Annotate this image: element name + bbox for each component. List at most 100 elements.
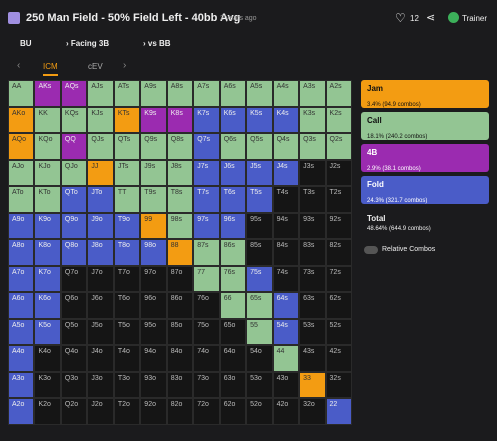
hand-cell[interactable]: 74s xyxy=(272,265,300,293)
hand-cell[interactable]: 42s xyxy=(325,345,352,372)
hand-cell[interactable]: K5s xyxy=(246,106,273,134)
hand-cell[interactable]: A6o xyxy=(8,292,35,319)
hand-cell[interactable]: ATs xyxy=(113,80,141,107)
hand-cell[interactable]: 93o xyxy=(140,371,167,399)
hand-cell[interactable]: K8o xyxy=(34,239,61,266)
hand-cell[interactable]: 86s xyxy=(219,239,247,266)
hand-cell[interactable]: 97o xyxy=(140,265,167,293)
hand-cell[interactable]: 33 xyxy=(299,371,326,399)
hand-cell[interactable]: K2s xyxy=(325,106,352,134)
hand-cell[interactable]: J2o xyxy=(87,398,114,425)
hand-cell[interactable]: 85o xyxy=(166,318,194,346)
share-icon[interactable]: ⋖ xyxy=(426,12,436,24)
hand-cell[interactable]: J6s xyxy=(219,159,247,187)
hand-cell[interactable]: J4o xyxy=(87,345,114,372)
hand-cell[interactable]: 86o xyxy=(166,292,194,319)
hand-cell[interactable]: T2s xyxy=(325,186,352,213)
hand-cell[interactable]: 82o xyxy=(166,398,194,425)
hand-cell[interactable]: 63s xyxy=(299,292,326,319)
hand-cell[interactable]: T3s xyxy=(299,186,326,213)
hand-cell[interactable]: T8s xyxy=(166,186,194,213)
hand-cell[interactable]: 32o xyxy=(299,398,326,425)
hand-cell[interactable]: T4s xyxy=(272,186,300,213)
hand-cell[interactable]: T7s xyxy=(193,186,220,213)
tab-active[interactable]: ICM xyxy=(43,62,58,76)
hand-cell[interactable]: 73s xyxy=(299,265,326,293)
hand-cell[interactable]: 77 xyxy=(193,265,220,293)
hand-cell[interactable]: 54o xyxy=(246,345,273,372)
hand-cell[interactable]: 72s xyxy=(325,265,352,293)
hand-cell[interactable]: 43o xyxy=(272,371,300,399)
hand-cell[interactable]: AKs xyxy=(34,80,61,107)
hand-cell[interactable]: K9s xyxy=(140,106,167,134)
hand-cell[interactable]: 98o xyxy=(140,239,167,266)
hand-cell[interactable]: JTs xyxy=(113,159,141,187)
hand-cell[interactable]: K4s xyxy=(272,106,300,134)
heart-icon[interactable]: ♡ xyxy=(395,11,406,25)
hand-cell[interactable]: A4s xyxy=(272,80,300,107)
hand-cell[interactable]: 32s xyxy=(325,371,352,399)
hand-cell[interactable]: AJo xyxy=(8,159,35,187)
prev-arrow[interactable]: ‹ xyxy=(17,60,21,71)
hand-cell[interactable]: 42o xyxy=(272,398,300,425)
hand-cell[interactable]: K2o xyxy=(34,398,61,425)
hand-cell[interactable]: A5o xyxy=(8,318,35,346)
hand-cell[interactable]: 94s xyxy=(272,212,300,240)
hand-cell[interactable]: K7o xyxy=(34,265,61,293)
hand-cell[interactable]: 83s xyxy=(299,239,326,266)
hand-cell[interactable]: KQs xyxy=(60,106,88,134)
hand-cell[interactable]: 74o xyxy=(193,345,220,372)
hand-cell[interactable]: 83o xyxy=(166,371,194,399)
hand-cell[interactable]: J2s xyxy=(325,159,352,187)
hand-cell[interactable]: K6o xyxy=(34,292,61,319)
hand-cell[interactable]: K6s xyxy=(219,106,247,134)
hand-cell[interactable]: AKo xyxy=(8,106,35,134)
hand-cell[interactable]: 65s xyxy=(246,292,273,319)
breadcrumb[interactable]: › vs BB xyxy=(143,39,171,48)
hand-cell[interactable]: T5o xyxy=(113,318,141,346)
hand-cell[interactable]: KTo xyxy=(34,186,61,213)
hand-cell[interactable]: 92s xyxy=(325,212,352,240)
hand-cell[interactable]: 82s xyxy=(325,239,352,266)
hand-cell[interactable]: Q9o xyxy=(60,212,88,240)
hand-cell[interactable]: A8o xyxy=(8,239,35,266)
hand-cell[interactable]: 62s xyxy=(325,292,352,319)
hand-cell[interactable]: J8s xyxy=(166,159,194,187)
hand-cell[interactable]: Q5o xyxy=(60,318,88,346)
hand-cell[interactable]: QQ xyxy=(60,133,88,160)
hand-cell[interactable]: Q5s xyxy=(246,133,273,160)
hand-cell[interactable]: 93s xyxy=(299,212,326,240)
hand-cell[interactable]: J6o xyxy=(87,292,114,319)
position[interactable]: BU xyxy=(20,39,32,48)
tab[interactable]: cEV xyxy=(88,62,103,71)
hand-cell[interactable]: J5o xyxy=(87,318,114,346)
trainer-button[interactable]: Trainer xyxy=(448,10,494,26)
hand-cell[interactable]: AA xyxy=(8,80,35,107)
hand-cell[interactable]: Q2s xyxy=(325,133,352,160)
hand-cell[interactable]: K8s xyxy=(166,106,194,134)
hand-cell[interactable]: AJs xyxy=(87,80,114,107)
hand-cell[interactable]: A2s xyxy=(325,80,352,107)
hand-cell[interactable]: A5s xyxy=(246,80,273,107)
hand-cell[interactable]: AQs xyxy=(60,80,88,107)
hand-cell[interactable]: J7s xyxy=(193,159,220,187)
hand-cell[interactable]: 85s xyxy=(246,239,273,266)
hand-cell[interactable]: 65o xyxy=(219,318,247,346)
hand-cell[interactable]: JJ xyxy=(87,159,114,187)
hand-cell[interactable]: A8s xyxy=(166,80,194,107)
hand-cell[interactable]: T3o xyxy=(113,371,141,399)
toggle[interactable] xyxy=(364,246,378,254)
hand-cell[interactable]: 84s xyxy=(272,239,300,266)
hand-cell[interactable]: T4o xyxy=(113,345,141,372)
hand-cell[interactable]: A4o xyxy=(8,345,35,372)
hand-cell[interactable]: T9o xyxy=(113,212,141,240)
hand-cell[interactable]: T9s xyxy=(140,186,167,213)
hand-cell[interactable]: 87o xyxy=(166,265,194,293)
hand-cell[interactable]: Q7s xyxy=(193,133,220,160)
hand-cell[interactable]: 76o xyxy=(193,292,220,319)
hand-cell[interactable]: 64o xyxy=(219,345,247,372)
hand-cell[interactable]: 94o xyxy=(140,345,167,372)
hand-cell[interactable]: A7o xyxy=(8,265,35,293)
hand-cell[interactable]: 75o xyxy=(193,318,220,346)
hand-cell[interactable]: 22 xyxy=(325,398,352,425)
